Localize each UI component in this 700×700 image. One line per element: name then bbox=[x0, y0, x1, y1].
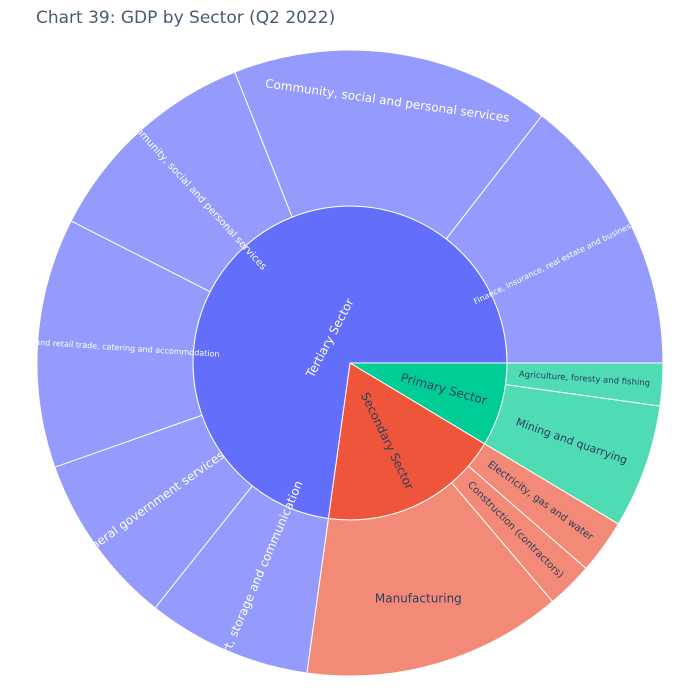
subsector-label-manufacturing: Manufacturing bbox=[375, 591, 462, 605]
subsector-wedge-electricity-gas-and-water[interactable] bbox=[467, 443, 620, 570]
subsector-wedge-finance-insurance-real-estate-and-business-services[interactable] bbox=[445, 114, 664, 364]
subsector-wedge-transport-storage-and-communication[interactable] bbox=[154, 485, 329, 674]
subsector-wedge-other-community-social-and-personal-services[interactable] bbox=[70, 71, 293, 293]
subsector-wedge-wholesale-and-retail-trade-catering-and-accommodation[interactable] bbox=[36, 220, 211, 468]
chart-title: Chart 39: GDP by Sector (Q2 2022) bbox=[36, 8, 336, 28]
subsector-wedge-community-social-and-personal-services[interactable] bbox=[234, 49, 543, 240]
subsector-wedge-mining-and-quarrying[interactable] bbox=[483, 384, 661, 525]
subsector-wedge-general-government-services[interactable] bbox=[54, 414, 253, 609]
subsector-wedge-manufacturing[interactable] bbox=[306, 481, 554, 677]
subsector-wedge-construction-contractors[interactable] bbox=[450, 465, 587, 603]
